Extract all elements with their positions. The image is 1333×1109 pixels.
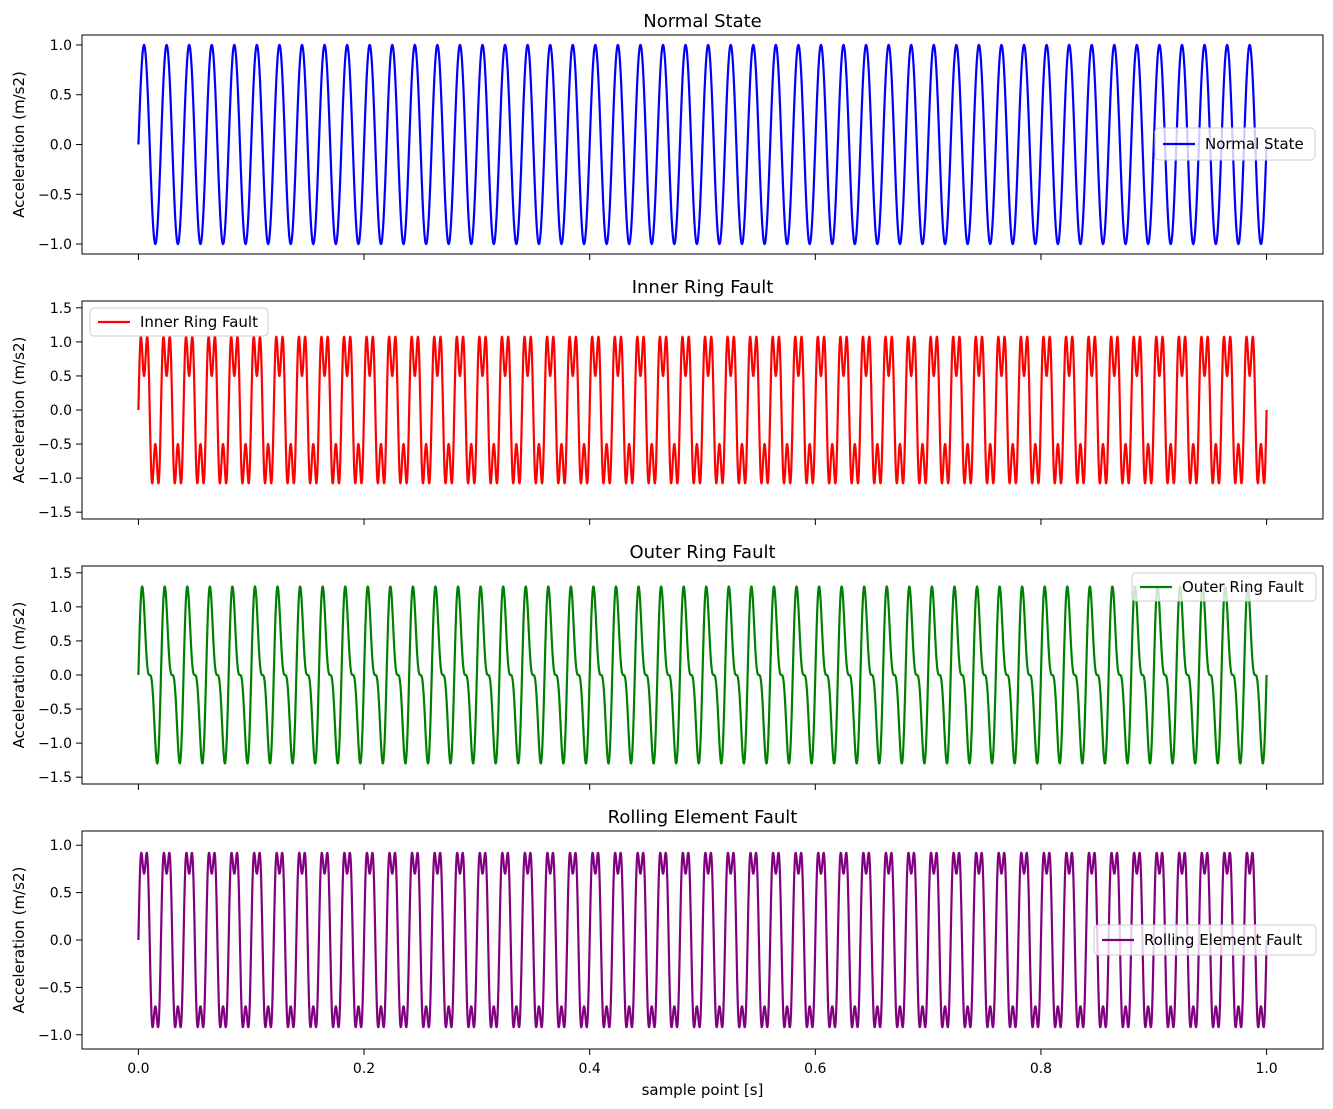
plot-frame (81, 300, 1324, 520)
legend: Rolling Element Fault (1093, 924, 1317, 956)
x-tick-label: 1.0 (1255, 1061, 1277, 1077)
subplot-title: Outer Ring Fault (629, 542, 775, 563)
x-tick-label: 0.6 (804, 1061, 826, 1077)
y-tick-label: −0.5 (38, 437, 72, 453)
legend-label: Rolling Element Fault (1144, 931, 1302, 949)
x-tick-label: 0.2 (353, 1061, 375, 1077)
x-tick-label: 0.8 (1030, 1061, 1052, 1077)
y-tick-label: 1.0 (50, 600, 72, 616)
y-tick-label: −1.5 (38, 770, 72, 786)
y-axis-label: Acceleration (m/s2) (10, 867, 28, 1014)
y-tick-label: −0.5 (38, 702, 72, 718)
y-tick-label: 0.0 (50, 668, 72, 684)
plot-frame (81, 34, 1324, 255)
subplot-title: Normal State (643, 11, 762, 32)
subplot-title: Rolling Element Fault (608, 807, 798, 828)
y-tick-label: 1.5 (50, 566, 72, 582)
series-line-1 (137, 43, 1268, 246)
legend-box (1131, 572, 1317, 602)
series-line-2 (137, 335, 1268, 485)
subplot-4: Rolling Element Fault Acceleration (m/s2)… (10, 807, 1324, 1099)
subplot-1: Normal State Acceleration (m/s2) 1.0 0.5 0.0… (10, 11, 1324, 260)
y-tick-label: 1.0 (50, 335, 72, 351)
y-tick-label: 1.0 (50, 838, 72, 854)
legend: Inner Ring Fault (89, 307, 269, 337)
y-tick-label: 0.0 (50, 138, 72, 154)
y-tick-label: 0.0 (50, 403, 72, 419)
legend-label: Outer Ring Fault (1182, 578, 1304, 596)
subplot-2: Inner Ring Fault Acceleration (m/s2) 1.5 1.… (10, 277, 1324, 525)
legend-box (89, 307, 269, 337)
series-line-4 (137, 851, 1268, 1029)
y-axis-label: Acceleration (m/s2) (10, 602, 28, 749)
y-tick-label: −0.5 (38, 187, 72, 203)
y-axis-label: Acceleration (m/s2) (10, 337, 28, 484)
subplot-title: Inner Ring Fault (632, 277, 774, 298)
y-axis-label: Acceleration (m/s2) (10, 71, 28, 218)
legend-label: Inner Ring Fault (140, 313, 258, 331)
y-tick-label: 0.5 (50, 369, 72, 385)
x-tick-label: 0.4 (579, 1061, 601, 1077)
plot-frame (81, 830, 1324, 1050)
y-tick-label: 0.0 (50, 933, 72, 949)
y-tick-label: −1.5 (38, 505, 72, 521)
x-tick-label: 0.0 (127, 1061, 149, 1077)
legend: Outer Ring Fault (1131, 572, 1317, 602)
y-tick-label: −1.0 (38, 237, 72, 253)
subplot-3: Outer Ring Fault Acceleration (m/s2) 1.5 1.… (10, 542, 1324, 790)
y-tick-label: −1.0 (38, 471, 72, 487)
plot-frame (81, 565, 1324, 785)
y-tick-label: −0.5 (38, 980, 72, 996)
y-tick-label: 1.0 (50, 38, 72, 54)
y-tick-label: −1.0 (38, 736, 72, 752)
y-tick-label: 0.5 (50, 886, 72, 902)
legend: Normal State (1154, 127, 1316, 161)
legend-label: Normal State (1205, 135, 1304, 153)
x-axis-label: sample point [s] (642, 1081, 764, 1099)
y-tick-label: 0.5 (50, 88, 72, 104)
series-line-3 (137, 585, 1268, 765)
y-tick-label: −1.0 (38, 1028, 72, 1044)
legend-box (1093, 924, 1317, 956)
y-tick-label: 0.5 (50, 634, 72, 650)
y-tick-label: 1.5 (50, 301, 72, 317)
legend-box (1154, 127, 1316, 161)
